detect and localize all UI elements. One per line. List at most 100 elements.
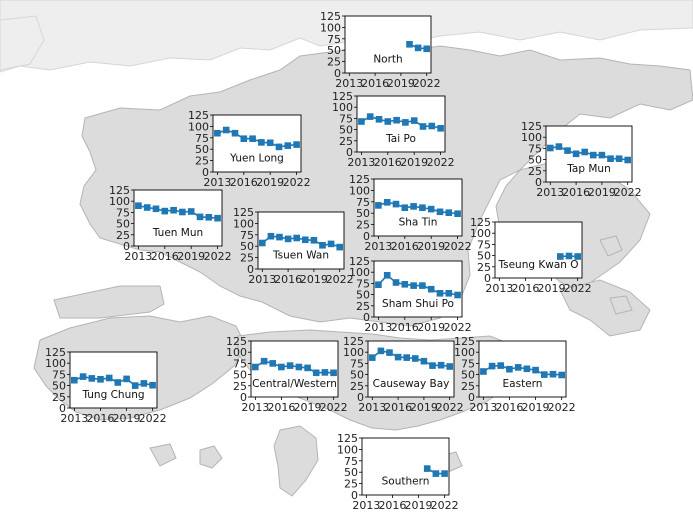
data-point	[249, 135, 256, 142]
x-tick-label: 2013	[364, 321, 392, 334]
data-point	[427, 285, 435, 293]
land-area-14	[0, 15, 45, 71]
data-point	[71, 376, 78, 384]
y-tick-label: 75	[327, 33, 341, 46]
data-point	[386, 349, 393, 356]
y-tick-label: 125	[45, 346, 66, 359]
x-tick-label: 2013	[347, 156, 375, 169]
y-tick-label: 125	[320, 10, 341, 23]
data-point	[432, 470, 440, 477]
data-point	[336, 243, 343, 251]
y-tick-label: 50	[327, 44, 341, 57]
y-tick-label: 50	[528, 154, 542, 167]
station-label: Sham Shui Po	[382, 298, 454, 310]
y-tick-label: 0	[484, 272, 491, 285]
data-point	[88, 375, 96, 382]
y-tick-label: 0	[363, 311, 370, 324]
data-point	[419, 282, 426, 289]
station-label: Tai Po	[385, 133, 416, 145]
y-tick-label: 75	[240, 229, 254, 242]
y-tick-label: 75	[195, 132, 209, 145]
data-point	[572, 150, 580, 158]
series-line	[378, 201, 458, 215]
x-tick-label: 2019	[387, 77, 415, 90]
station-label: Tap Mun	[566, 163, 610, 175]
y-tick-label: 75	[339, 112, 353, 125]
data-point	[310, 237, 318, 244]
x-tick-label: 2016	[361, 77, 389, 90]
y-tick-label: 75	[461, 357, 475, 370]
data-point	[319, 242, 326, 249]
data-point	[437, 125, 444, 132]
x-tick-label: 2016	[230, 176, 258, 189]
data-point	[549, 370, 557, 378]
data-point	[330, 369, 337, 377]
station-label: Eastern	[503, 378, 543, 390]
y-tick-label: 75	[344, 455, 358, 468]
y-tick-label: 100	[343, 346, 364, 359]
data-point	[266, 139, 274, 147]
x-tick-label: 2019	[294, 401, 322, 414]
y-tick-label: 100	[332, 101, 353, 114]
x-tick-label: 2019	[417, 240, 445, 253]
x-tick-label: 2013	[485, 282, 513, 295]
y-tick-label: 25	[195, 155, 209, 168]
y-tick-label: 125	[188, 109, 209, 122]
y-tick-label: 100	[521, 131, 542, 144]
x-tick-label: 2016	[562, 186, 590, 199]
x-tick-label: 2019	[588, 186, 616, 199]
land-area-4	[559, 279, 651, 337]
x-tick-label: 2022	[444, 321, 472, 334]
data-point	[260, 357, 268, 365]
x-tick-label: 2013	[203, 176, 231, 189]
data-point	[403, 354, 410, 361]
data-point	[259, 239, 266, 247]
y-tick-label: 0	[334, 67, 341, 80]
x-tick-label: 2013	[358, 401, 386, 414]
station-label: Yuen Long	[229, 153, 284, 165]
series-line	[371, 350, 450, 368]
y-tick-label: 100	[188, 120, 209, 133]
y-tick-label: 125	[454, 335, 475, 348]
y-tick-label: 75	[116, 206, 130, 219]
y-tick-label: 100	[45, 357, 66, 370]
data-point	[565, 252, 573, 260]
land-area-6	[53, 285, 165, 319]
data-point	[590, 151, 597, 159]
axes-frame	[257, 211, 345, 270]
y-tick-label: 50	[344, 466, 358, 479]
data-point	[276, 233, 283, 241]
data-point	[497, 362, 504, 369]
data-point	[506, 365, 513, 373]
data-point	[393, 116, 400, 124]
y-tick-label: 25	[233, 380, 247, 393]
y-tick-label: 50	[339, 124, 353, 137]
data-point	[269, 360, 276, 367]
data-point	[97, 376, 104, 383]
data-point	[564, 147, 571, 154]
data-point	[143, 204, 151, 211]
y-tick-label: 0	[59, 402, 66, 415]
land-area-8	[273, 425, 319, 497]
data-point	[196, 213, 204, 221]
series-line	[261, 235, 340, 248]
x-tick-label: 2019	[410, 401, 438, 414]
data-point	[267, 232, 275, 240]
data-point	[410, 117, 418, 124]
y-tick-label: 100	[349, 266, 370, 279]
y-tick-label: 0	[468, 391, 475, 404]
data-point	[574, 253, 581, 260]
station-label: Southern	[382, 476, 430, 488]
data-point	[436, 290, 444, 297]
y-tick-label: 125	[226, 335, 247, 348]
y-tick-label: 125	[349, 173, 370, 186]
axes-frame	[494, 221, 583, 279]
x-tick-label: 2019	[256, 176, 284, 189]
y-tick-label: 50	[116, 218, 130, 231]
data-point	[401, 204, 409, 211]
x-tick-label: 2013	[248, 273, 276, 286]
